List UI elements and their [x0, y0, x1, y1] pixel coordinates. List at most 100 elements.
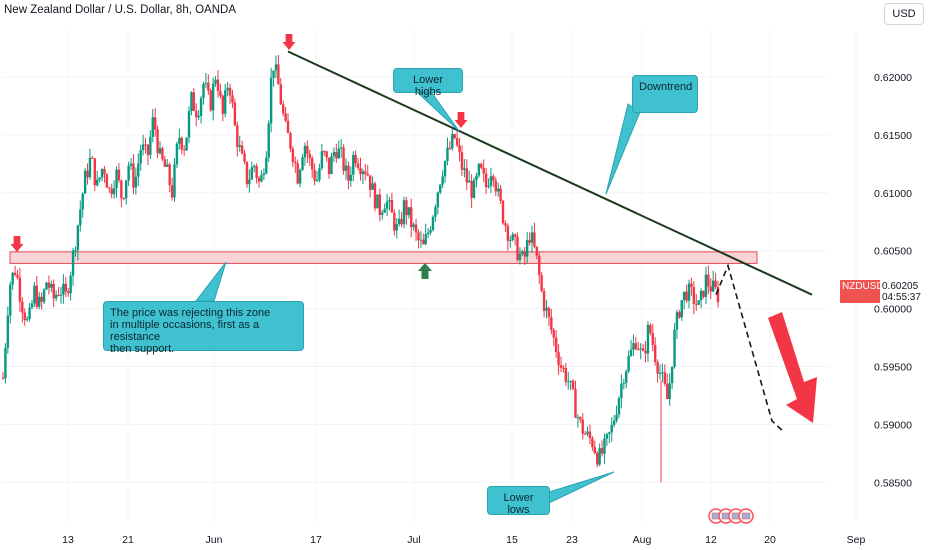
candle-body — [144, 144, 147, 146]
candle-body — [504, 223, 507, 226]
candle-body — [658, 372, 662, 374]
candle-body — [612, 420, 616, 425]
candle-body — [472, 180, 476, 198]
candle-body — [100, 168, 104, 178]
candle-body — [443, 161, 447, 177]
candle-body — [395, 224, 398, 231]
candle-body — [482, 167, 485, 174]
candle-body — [274, 64, 278, 71]
candle-body — [405, 200, 408, 216]
candle-body — [255, 165, 258, 179]
candle-body — [610, 424, 613, 433]
pointer-lower-lows — [548, 471, 615, 504]
us-flag-icon — [741, 512, 751, 520]
candle-body — [277, 64, 280, 85]
candle-body — [417, 232, 420, 241]
candle-body — [306, 145, 309, 154]
candle-body — [591, 438, 594, 448]
candle-body — [327, 157, 331, 175]
candle-body — [569, 380, 572, 382]
candle-body — [661, 372, 664, 374]
candle-body — [74, 250, 77, 252]
candle-body — [673, 329, 676, 367]
candle-body — [666, 383, 669, 400]
currency-button[interactable]: USD — [884, 3, 924, 25]
candle-body — [639, 348, 642, 350]
candle-body — [354, 154, 357, 164]
candle-body — [250, 167, 254, 180]
x-tick-label: Jun — [206, 534, 223, 546]
callout-lower-lows: Lower lows — [487, 486, 550, 516]
candle-body — [158, 148, 162, 154]
candle-body — [562, 367, 565, 369]
candle-body — [646, 325, 650, 354]
candle-body — [455, 138, 459, 146]
economic-events-icons[interactable] — [708, 508, 754, 524]
x-tick-label: 12 — [705, 534, 717, 546]
candle-body — [699, 290, 703, 301]
candle-body — [112, 188, 116, 195]
candle-body — [202, 83, 205, 99]
candle-body — [180, 137, 183, 150]
candle-body — [697, 300, 700, 305]
candle-body — [30, 303, 34, 308]
candle-body — [45, 282, 48, 290]
time-axis: 13 21 Jun 17 Jul 15 23 Aug 12 20 Sep — [62, 534, 865, 546]
candle-body — [120, 180, 123, 199]
candle-body — [79, 209, 82, 226]
candle-body — [127, 165, 130, 181]
x-tick-label: Jul — [407, 534, 420, 546]
x-tick-label: 21 — [122, 534, 134, 546]
candle-body — [475, 175, 478, 181]
candle-body — [110, 188, 113, 195]
candle-body — [267, 123, 270, 158]
arrow-down-top-high — [282, 34, 296, 50]
candle-body — [588, 431, 592, 439]
candle-body — [390, 200, 394, 213]
candle-body — [269, 77, 273, 124]
candle-body — [279, 84, 282, 105]
candle-body — [190, 92, 193, 112]
y-tick-label: 0.58500 — [874, 477, 912, 489]
candle-body — [67, 291, 70, 294]
candle-body — [400, 218, 403, 225]
candle-body — [632, 343, 635, 350]
candle-body — [567, 381, 570, 383]
candle-body — [284, 113, 287, 121]
candle-body — [47, 282, 51, 288]
candle-body — [71, 250, 75, 276]
candle-body — [542, 290, 546, 311]
candle-body — [397, 218, 401, 225]
candle-body — [583, 433, 587, 435]
candle-body — [364, 171, 367, 174]
candle-body — [419, 239, 423, 241]
candle-body — [678, 312, 681, 318]
candle-body — [376, 194, 379, 209]
candle-body — [226, 87, 229, 91]
candle-body — [407, 207, 411, 216]
candle-body — [465, 168, 468, 183]
candle-body — [509, 239, 512, 241]
price-tag-price: 0.60205 — [882, 281, 919, 292]
candle-body — [477, 163, 481, 176]
candle-body — [598, 448, 601, 465]
candle-body — [603, 438, 606, 454]
candle-body — [224, 90, 227, 114]
candle-body — [207, 82, 210, 91]
candle-body — [185, 137, 188, 151]
candle-body — [168, 164, 171, 186]
candle-body — [9, 284, 12, 316]
candle-body — [620, 383, 623, 399]
y-tick-label: 0.61500 — [874, 130, 912, 142]
candle-body — [356, 163, 360, 168]
candle-body — [622, 383, 625, 385]
candle-body — [161, 148, 164, 160]
candle-body — [216, 79, 220, 92]
pointer-downtrend — [605, 103, 641, 195]
candle-body — [335, 152, 338, 159]
candle-body — [33, 285, 36, 304]
candle-body — [141, 144, 145, 150]
candle-body — [429, 229, 432, 233]
candle-body — [494, 180, 497, 192]
